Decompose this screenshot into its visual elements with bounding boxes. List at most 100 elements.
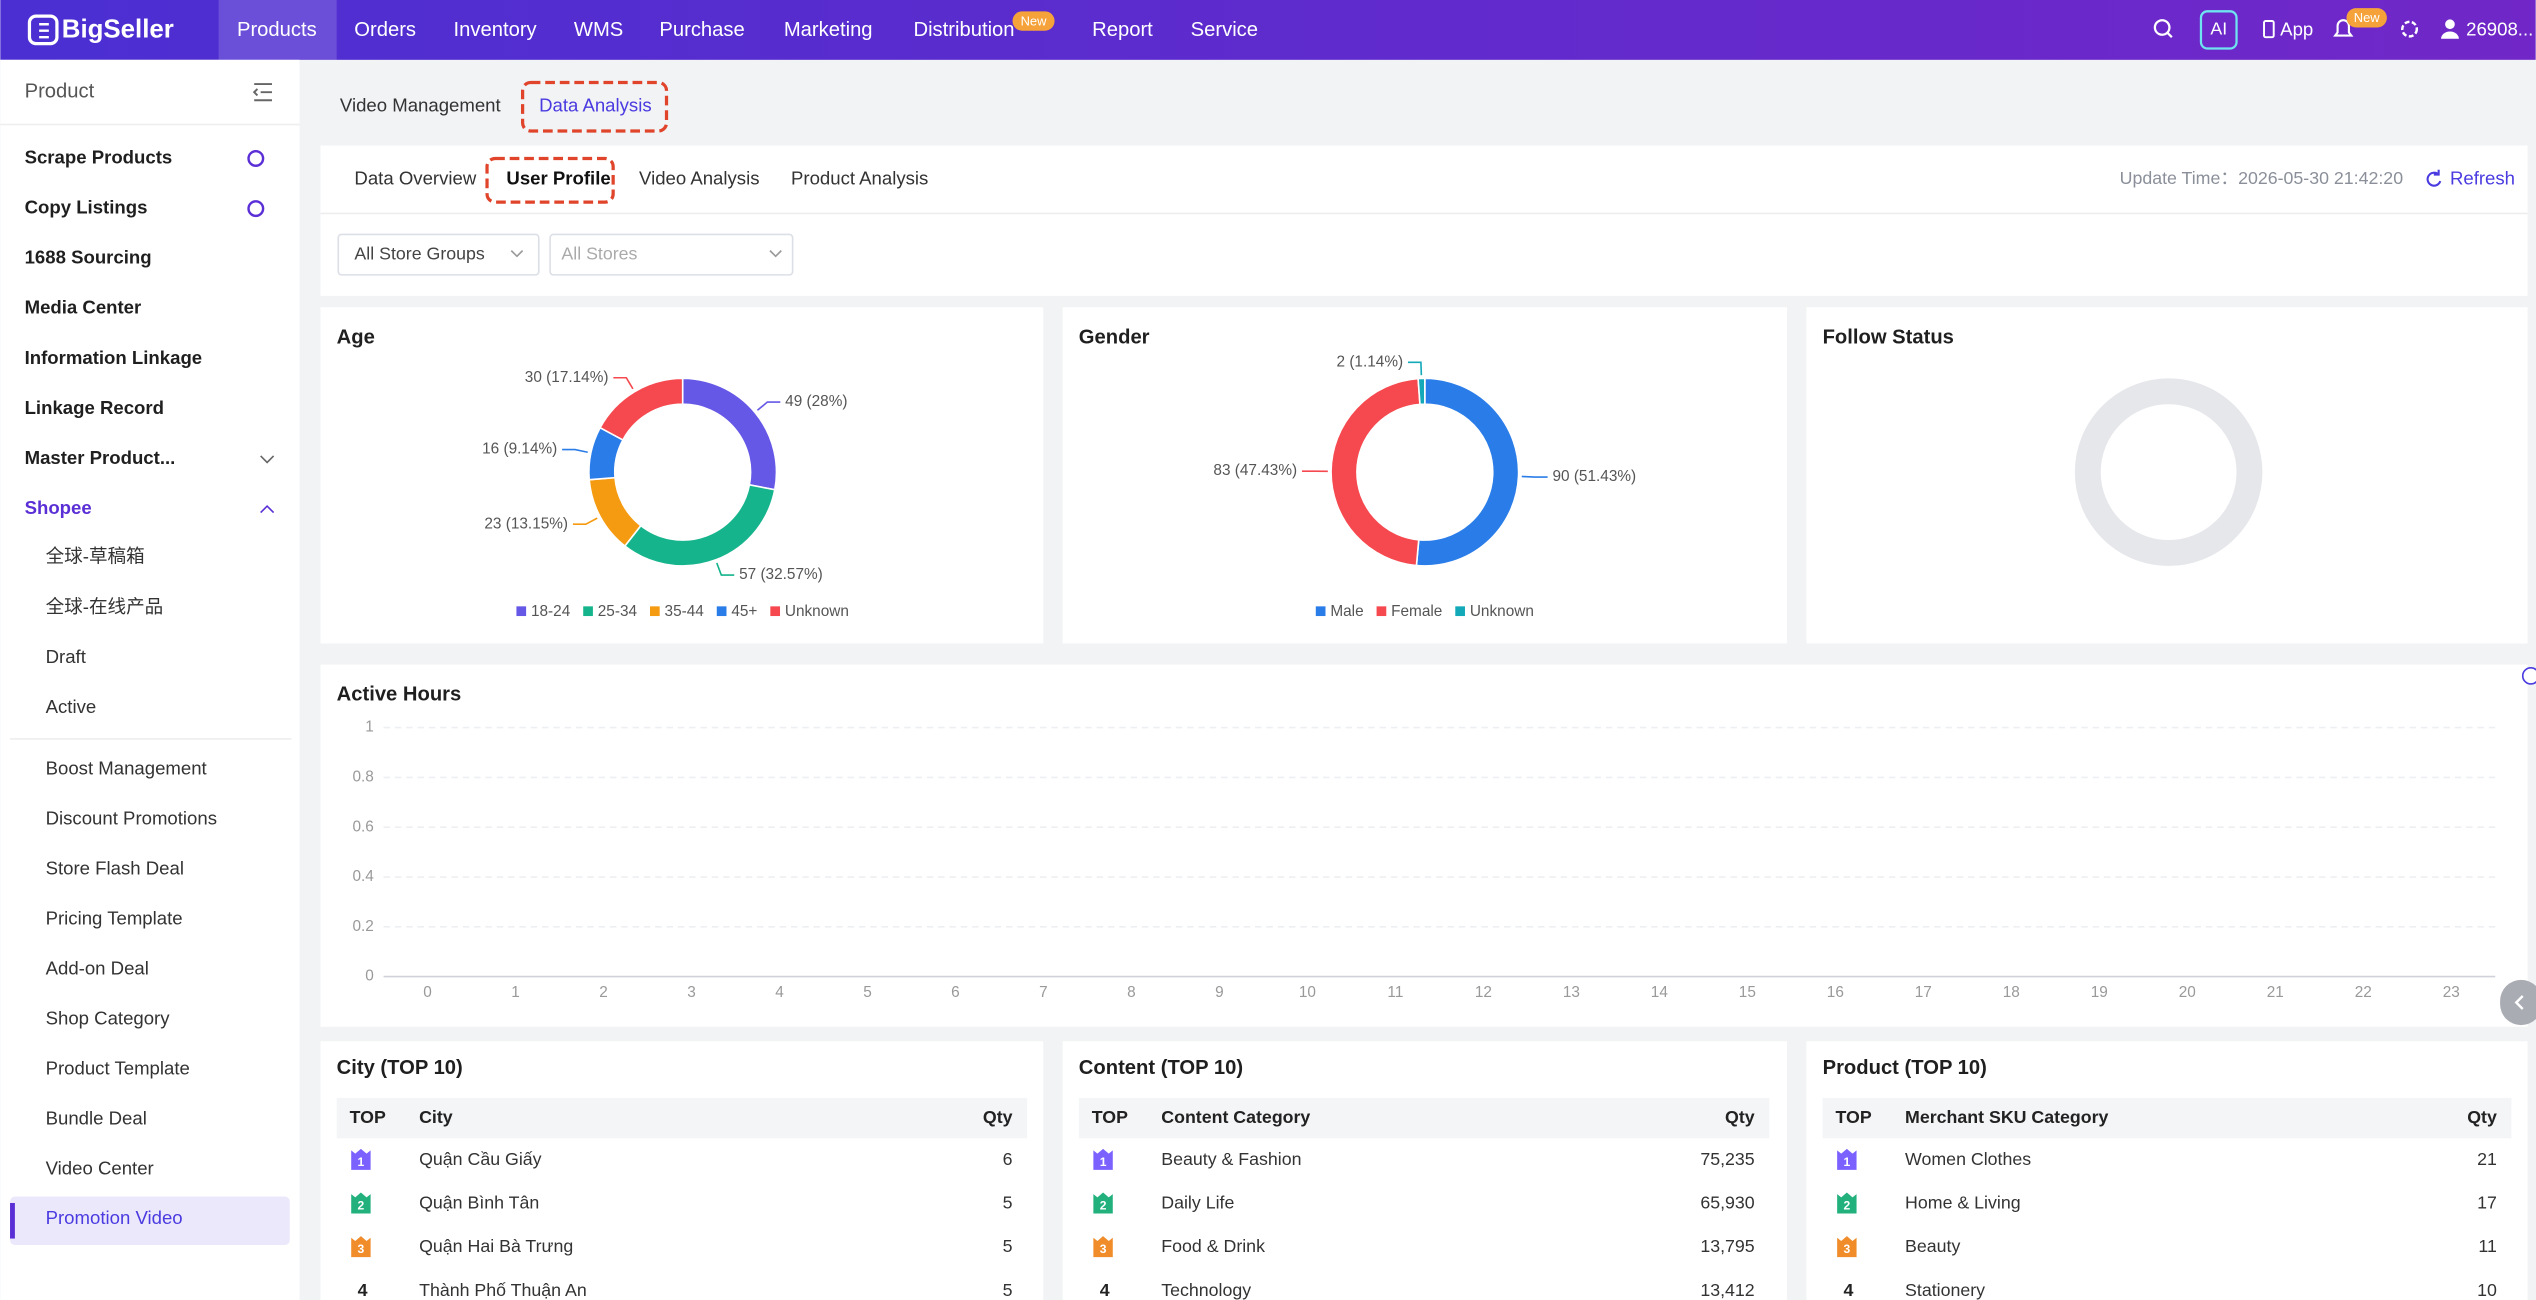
chart-title: Gender: [1079, 326, 1150, 348]
ai-button[interactable]: [2199, 10, 2238, 50]
legend-label[interactable]: 18-24: [531, 603, 571, 620]
legend-label[interactable]: 25-34: [598, 603, 638, 620]
submenu-item[interactable]: Discount Promotions: [46, 808, 217, 829]
highlight-box: [485, 156, 615, 204]
data-label: 90 (51.43%): [1552, 468, 1636, 485]
submenu-item[interactable]: Product Template: [46, 1057, 190, 1078]
rank-number: 1: [1843, 1155, 1850, 1169]
menu-item[interactable]: Shopee: [25, 497, 92, 518]
cell: 21: [2477, 1149, 2497, 1169]
menu-item[interactable]: Copy Listings: [25, 196, 148, 217]
subtab[interactable]: Product Analysis: [791, 167, 928, 188]
menu-item[interactable]: Scrape Products: [25, 146, 173, 167]
table-title: Product (TOP 10): [1823, 1057, 1987, 1079]
menu-item[interactable]: Media Center: [25, 297, 142, 318]
rank-number: 3: [1100, 1242, 1107, 1256]
tab[interactable]: Data Analysis: [539, 95, 652, 116]
select[interactable]: [337, 233, 540, 276]
x-tick-label: 9: [1215, 984, 1224, 1001]
table-header: [1078, 1097, 1770, 1139]
x-tick-label: 19: [2091, 984, 2108, 1001]
y-tick-label: 0: [365, 968, 374, 985]
subtab[interactable]: User Profile: [506, 167, 610, 188]
cell: 75,235: [1700, 1149, 1754, 1169]
legend-label[interactable]: Male: [1330, 603, 1363, 620]
nav-item[interactable]: Purchase: [659, 19, 744, 41]
x-tick-label: 23: [2443, 984, 2460, 1001]
column-header: Merchant SKU Category: [1905, 1107, 2108, 1127]
legend-label[interactable]: Unknown: [785, 603, 849, 620]
submenu-item[interactable]: Pricing Template: [46, 907, 183, 928]
nav-item[interactable]: Products: [237, 19, 317, 41]
legend-label[interactable]: Female: [1391, 603, 1442, 620]
submenu-item[interactable]: 全球-在线产品: [46, 596, 164, 617]
float-icon[interactable]: [2521, 666, 2536, 685]
chevron: [769, 250, 782, 258]
menu-item[interactable]: Information Linkage: [25, 347, 203, 368]
rank-number: 3: [1843, 1242, 1850, 1256]
legend-swatch: [770, 606, 781, 617]
x-tick-label: 15: [1739, 984, 1756, 1001]
rank-number: 3: [358, 1242, 365, 1256]
submenu-item[interactable]: Store Flash Deal: [46, 857, 184, 878]
side-toggle[interactable]: [2500, 979, 2536, 1026]
settings-icon[interactable]: [247, 149, 265, 167]
refresh-button[interactable]: Refresh: [2450, 167, 2515, 188]
submenu-item[interactable]: Active: [46, 696, 97, 717]
menu-item[interactable]: Master Product...: [25, 447, 176, 468]
table-header: [336, 1097, 1028, 1139]
submenu-item[interactable]: Add-on Deal: [46, 957, 149, 978]
y-tick-label: 1: [365, 719, 374, 736]
x-tick-label: 12: [1475, 984, 1492, 1001]
submenu-item[interactable]: Shop Category: [46, 1007, 171, 1028]
x-tick-label: 18: [2003, 984, 2020, 1001]
settings-icon[interactable]: [247, 200, 265, 218]
cell: 11: [2478, 1236, 2497, 1256]
legend-label[interactable]: Unknown: [1470, 603, 1534, 620]
nav-active-bg: [218, 0, 337, 60]
nav-item[interactable]: Distribution: [913, 19, 1014, 41]
nav-item[interactable]: Inventory: [454, 19, 538, 41]
select[interactable]: [549, 233, 794, 276]
submenu-item[interactable]: Video Center: [46, 1157, 154, 1178]
legend-swatch: [516, 606, 527, 617]
menu-item[interactable]: Linkage Record: [25, 397, 164, 418]
submenu-item[interactable]: Promotion Video: [46, 1207, 183, 1228]
submenu-item[interactable]: 全球-草稿箱: [46, 546, 145, 567]
nav-item[interactable]: Marketing: [784, 19, 873, 41]
cell: 65,930: [1700, 1192, 1754, 1212]
submenu-item[interactable]: Draft: [46, 646, 87, 667]
search-icon[interactable]: [2153, 19, 2171, 36]
nav-item[interactable]: Report: [1092, 19, 1153, 41]
menu-item[interactable]: 1688 Sourcing: [25, 247, 152, 268]
submenu-item[interactable]: Bundle Deal: [46, 1107, 147, 1128]
nav-item[interactable]: WMS: [574, 19, 623, 41]
rank-number: 2: [358, 1198, 365, 1212]
leader-line: [562, 448, 588, 454]
user-name[interactable]: 26908...: [2466, 19, 2533, 40]
nav-item[interactable]: Service: [1191, 19, 1258, 41]
bell-icon[interactable]: [2333, 19, 2354, 37]
app-icon: [2263, 20, 2275, 39]
y-tick-label: 0.2: [352, 918, 373, 935]
table-title: Content (TOP 10): [1079, 1057, 1243, 1079]
subtab[interactable]: Data Overview: [354, 167, 476, 188]
x-tick-label: 10: [1299, 984, 1316, 1001]
sidebar-active-bg: [10, 1196, 290, 1246]
collapse-icon[interactable]: [252, 83, 272, 102]
cell: Quận Bình Tân: [419, 1192, 539, 1212]
subtab[interactable]: Video Analysis: [639, 167, 760, 188]
badge-text: New: [1021, 13, 1048, 28]
cell: 10: [2477, 1280, 2497, 1300]
submenu-item[interactable]: Boost Management: [46, 758, 208, 779]
settings-icon[interactable]: [2401, 20, 2419, 38]
chevron: [260, 455, 275, 464]
y-tick-label: 0.4: [352, 868, 374, 885]
pie-slice: [1415, 377, 1520, 567]
tab[interactable]: Video Management: [340, 95, 502, 116]
logo-icon: [39, 23, 49, 39]
legend-label[interactable]: 45+: [731, 603, 757, 620]
legend-label[interactable]: 35-44: [665, 603, 705, 620]
cell: Beauty: [1905, 1236, 1960, 1256]
nav-item[interactable]: Orders: [354, 19, 416, 41]
